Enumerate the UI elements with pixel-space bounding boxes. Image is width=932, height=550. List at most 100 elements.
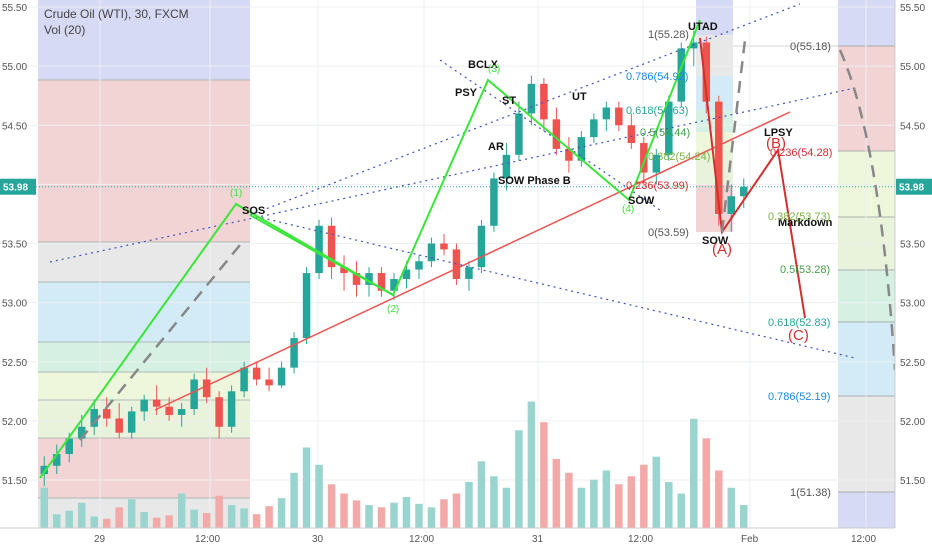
volume-bar — [527, 401, 536, 528]
fib-zone — [38, 342, 250, 372]
volume-bar — [577, 487, 586, 528]
wyckoff-annotation: SOW — [702, 235, 729, 247]
candle-body — [65, 438, 73, 454]
candle-body — [52, 453, 61, 466]
time-axis-background — [0, 528, 932, 550]
volume-bar — [727, 487, 736, 528]
time-tick-label: 30 — [312, 534, 324, 545]
candle-body — [627, 125, 636, 143]
volume-bar — [627, 476, 636, 528]
volume-bar — [640, 464, 648, 528]
volume-bar — [702, 438, 711, 528]
candle-body — [552, 119, 561, 149]
candle-body — [502, 154, 511, 179]
chart-header: Crude Oil (WTI), 30, FXCM Vol (20) — [44, 6, 189, 38]
time-tick-label: 29 — [94, 534, 106, 545]
volume-bar — [202, 513, 211, 528]
volume-bar — [552, 459, 561, 528]
volume-bar — [590, 479, 598, 528]
candle-body — [315, 225, 323, 274]
candle-body — [727, 196, 736, 214]
fib-label: 0.618(52.83) — [768, 317, 830, 329]
candle-body — [577, 137, 586, 161]
fib-label: 0.236(53.99) — [626, 180, 688, 192]
volume-bar — [52, 514, 61, 528]
fib-zone — [696, 110, 733, 132]
time-tick-label: 31 — [532, 534, 544, 545]
price-axis-background — [895, 0, 932, 550]
volume-bar — [740, 505, 748, 528]
price-tick-label: 52.00 — [900, 417, 925, 428]
fib-label: 0.618(54.63) — [626, 105, 688, 117]
candle-body — [615, 107, 623, 126]
fib-zone — [38, 0, 250, 80]
top-channel-dotted — [249, 3, 801, 216]
candle-body — [290, 338, 298, 368]
volume-bar — [165, 515, 173, 528]
volume-bar — [477, 461, 486, 528]
candle-body — [640, 142, 648, 173]
price-tick-label: 53.00 — [900, 299, 925, 310]
volume-bar — [452, 493, 461, 528]
fib-label: 0.786(52.19) — [768, 391, 830, 403]
volume-bar — [115, 507, 123, 528]
projection-dashed — [79, 244, 241, 441]
candle-body — [565, 148, 573, 161]
volume-bar — [190, 509, 198, 528]
candle-body — [427, 243, 436, 262]
time-tick-label: 12:00 — [851, 534, 876, 545]
price-tick-label: 54.50 — [900, 121, 925, 132]
candle-body — [415, 261, 423, 270]
volume-bar — [602, 470, 611, 528]
candle-body — [165, 406, 173, 415]
current-price-value: 53.98 — [899, 183, 924, 194]
candle-body — [515, 113, 523, 155]
volume-bar — [565, 472, 573, 528]
candle-body — [740, 186, 748, 197]
volume-bar — [302, 447, 311, 528]
candle-body — [327, 225, 336, 268]
candle-body — [302, 273, 311, 339]
projection-dashed — [720, 39, 747, 233]
volume-bar — [102, 518, 111, 528]
candle-body — [690, 42, 698, 49]
symbol-title: Crude Oil (WTI), 30, FXCM — [44, 7, 189, 21]
price-tick-label: 54.50 — [2, 121, 27, 132]
volume-bar — [390, 502, 398, 528]
candle-body — [440, 243, 448, 250]
volume-bar — [265, 506, 273, 528]
fib-label: 0.786(54.92) — [626, 71, 688, 83]
volume-bar — [690, 418, 698, 528]
candle-body — [665, 101, 673, 155]
fib-label: 0.5(54.44) — [640, 127, 690, 139]
candle-body — [477, 225, 486, 268]
candle-body — [90, 409, 98, 427]
price-tick-label: 55.00 — [2, 62, 27, 73]
time-tick-label: Feb — [741, 534, 759, 545]
volume-bar — [65, 510, 73, 528]
fib-zone — [696, 0, 733, 35]
candle-body — [77, 426, 86, 439]
candle-body — [190, 379, 198, 410]
volume-bar — [315, 464, 323, 528]
support-trendline — [154, 111, 791, 411]
price-tick-label: 53.50 — [900, 240, 925, 251]
candle-body — [115, 418, 123, 433]
candle-body — [352, 273, 361, 285]
volume-bar — [615, 484, 623, 528]
volume-indicator-label: Vol (20) — [44, 23, 86, 37]
volume-bar — [240, 508, 248, 528]
candle-body — [140, 399, 148, 412]
time-tick-label: 12:00 — [628, 534, 653, 545]
candle-body — [340, 267, 348, 274]
volume-bar — [540, 422, 548, 528]
candle-body — [390, 278, 398, 291]
wave-label: (3) — [488, 64, 500, 75]
wave-label: (1) — [230, 188, 242, 199]
volume-bar — [140, 511, 148, 528]
wyckoff-annotation: LPSY — [764, 127, 793, 139]
fib-zone — [696, 132, 733, 150]
volume-bar — [365, 505, 373, 528]
candle-body — [527, 83, 536, 114]
